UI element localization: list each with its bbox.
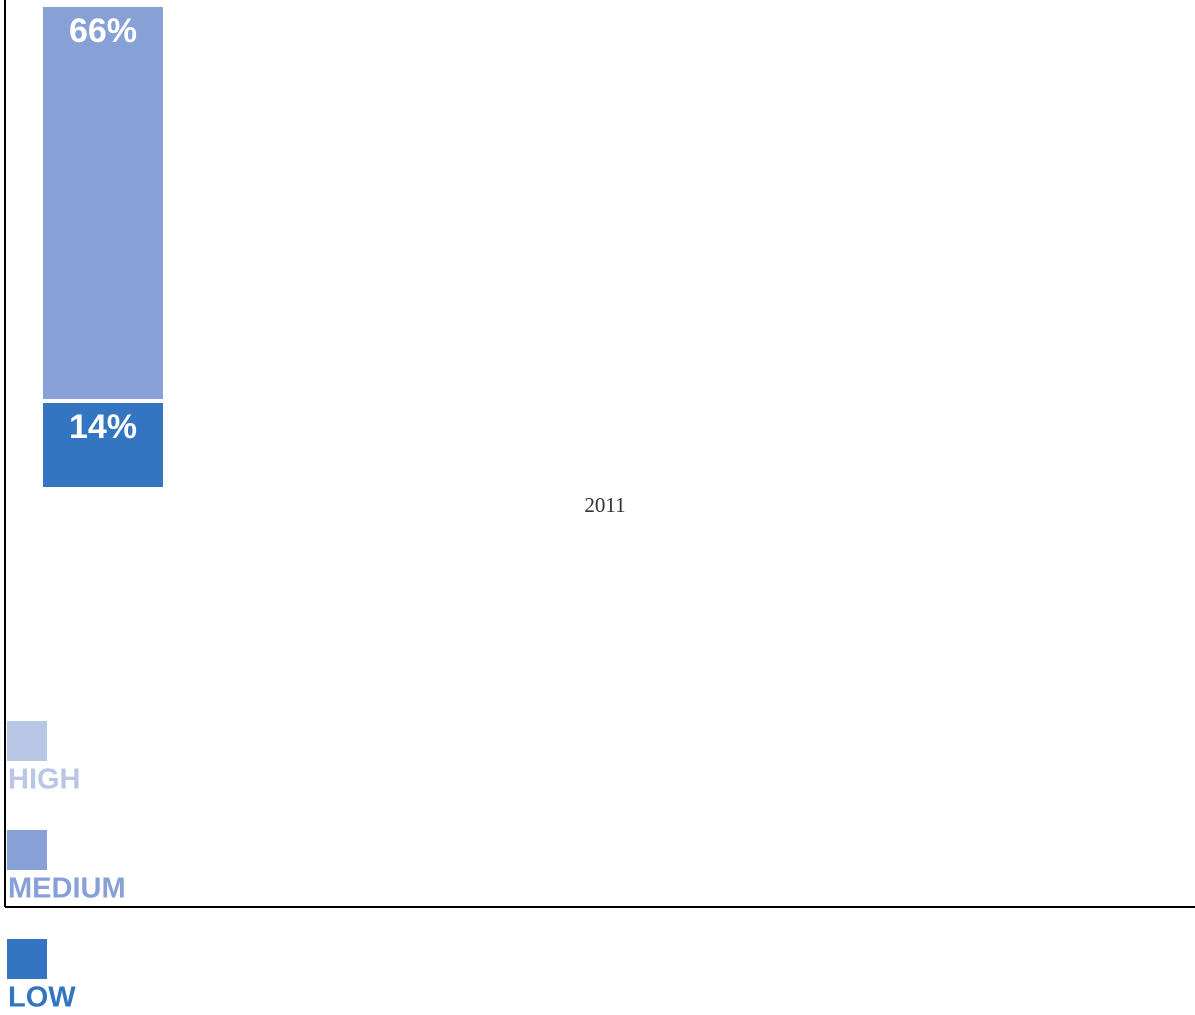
legend-label: HIGH	[8, 764, 81, 796]
value-label: 14%	[69, 408, 137, 446]
legend-swatch	[7, 721, 47, 761]
bar-segment	[43, 7, 163, 399]
legend-swatch	[7, 830, 47, 870]
legend-label: MEDIUM	[8, 873, 126, 905]
bar-segment	[43, 403, 163, 487]
legend-label: LOW	[8, 982, 76, 1014]
x-tick-label: 2011	[584, 493, 625, 517]
legend-swatch	[7, 939, 47, 979]
value-label: 66%	[69, 12, 137, 50]
